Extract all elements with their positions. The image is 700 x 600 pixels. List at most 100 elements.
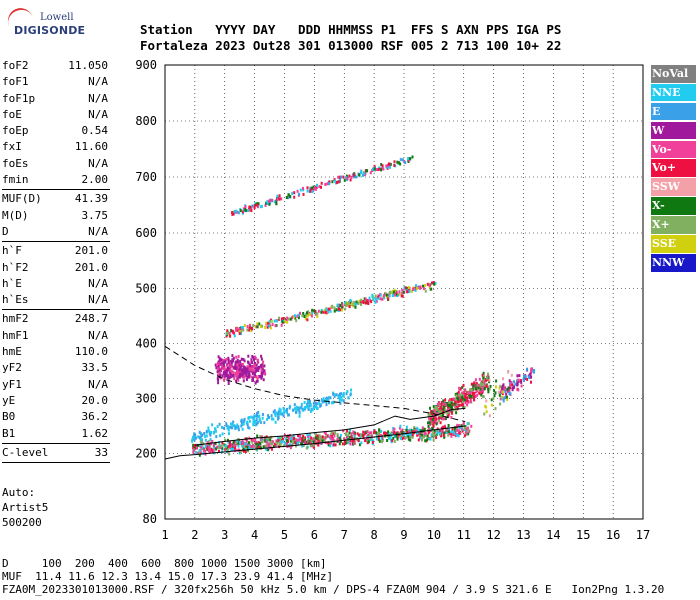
echo-point: [370, 437, 373, 441]
echo-point: [242, 379, 245, 383]
echo-point: [236, 423, 239, 427]
echo-point: [273, 319, 276, 323]
echo-point: [393, 427, 396, 431]
echo-point: [253, 365, 256, 368]
echo-point: [271, 417, 273, 421]
param-key: foF1p: [2, 91, 36, 105]
echo-point: [285, 439, 288, 443]
echo-point: [198, 448, 201, 452]
echo-point: [517, 378, 520, 382]
echo-point: [263, 364, 266, 368]
echo-point: [456, 396, 458, 399]
echo-point: [289, 446, 292, 450]
param-separator: [2, 189, 110, 191]
echo-point: [335, 308, 338, 312]
echo-point: [439, 414, 442, 418]
echo-point: [229, 425, 232, 429]
echo-point: [413, 426, 416, 429]
echo-point: [466, 403, 469, 407]
echo-point: [301, 314, 304, 318]
echo-point: [357, 439, 360, 443]
echo-point: [383, 431, 386, 435]
param-key: MUF(D): [2, 192, 42, 206]
echo-point: [239, 374, 242, 378]
echo-point: [213, 442, 216, 446]
echo-point: [198, 430, 201, 434]
echo-point: [242, 419, 245, 423]
echo-point: [389, 165, 391, 169]
echo-point: [367, 302, 370, 305]
echo-point: [278, 407, 281, 411]
echo-point: [327, 307, 330, 311]
echo-point: [350, 432, 353, 436]
echo-point: [406, 286, 409, 290]
echo-point: [352, 439, 354, 443]
echo-point: [450, 409, 453, 413]
echo-point: [198, 453, 201, 457]
echo-point: [297, 316, 300, 320]
echo-point: [456, 405, 459, 409]
echo-point: [450, 404, 453, 408]
echo-point: [250, 375, 253, 379]
echo-point: [377, 294, 380, 298]
echo-point: [332, 439, 335, 443]
echo-point: [269, 445, 272, 449]
echo-point: [221, 441, 224, 445]
echo-point: [223, 360, 226, 364]
echo-point: [401, 428, 404, 432]
echo-point: [422, 284, 425, 288]
echo-point: [257, 415, 260, 418]
echo-point: [295, 405, 298, 409]
echo-point: [243, 447, 246, 451]
y-tick-label: 500: [135, 282, 157, 296]
echo-point: [434, 415, 437, 419]
param-value: N/A: [88, 293, 108, 307]
echo-point: [254, 381, 257, 385]
echo-point: [256, 445, 259, 449]
echo-point: [320, 181, 323, 185]
echo-point: [332, 400, 335, 404]
echo-point: [399, 162, 402, 166]
echo-point: [387, 430, 390, 434]
echo-points: [191, 155, 536, 457]
echo-point: [443, 431, 446, 435]
echo-point: [494, 407, 497, 411]
echo-point: [292, 434, 295, 438]
echo-point: [486, 385, 489, 389]
echo-point: [333, 434, 336, 438]
echo-point: [384, 292, 387, 296]
echo-point: [227, 358, 230, 362]
param-row: yF1 N/A: [2, 377, 110, 393]
echo-point: [265, 321, 268, 325]
echo-point: [314, 309, 317, 313]
echo-point: [367, 440, 370, 444]
echo-point: [325, 396, 328, 400]
echo-point: [404, 286, 407, 290]
echo-point: [353, 433, 356, 437]
echo-point: [306, 189, 309, 193]
echo-point: [447, 433, 450, 437]
echo-point: [467, 432, 470, 436]
echo-point: [373, 431, 375, 435]
echo-point: [318, 185, 321, 189]
echo-point: [405, 428, 408, 432]
echo-point: [338, 307, 341, 311]
echo-point: [240, 368, 243, 372]
echo-point: [338, 399, 341, 403]
echo-point: [470, 382, 473, 386]
echo-point: [208, 429, 210, 433]
echo-point: [482, 376, 485, 380]
echo-point: [323, 308, 326, 312]
param-row: foE N/A: [2, 107, 110, 123]
echo-point: [329, 444, 332, 448]
echo-point: [213, 446, 216, 450]
echo-point: [258, 365, 261, 369]
echo-point: [192, 443, 195, 447]
echo-point: [495, 385, 497, 389]
echo-point: [265, 437, 268, 441]
echo-point: [237, 444, 240, 448]
echo-point: [415, 427, 418, 431]
echo-point: [505, 388, 508, 392]
echo-point: [327, 443, 330, 447]
echo-point: [307, 310, 310, 314]
